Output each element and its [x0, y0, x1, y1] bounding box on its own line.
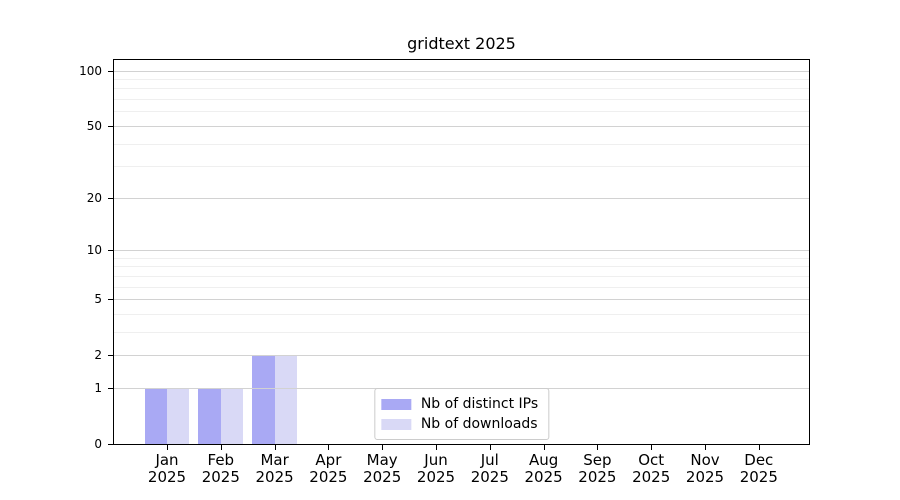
x-tick-label-oct-2025: Oct 2025	[632, 452, 670, 486]
legend-label: Nb of distinct IPs	[420, 396, 539, 412]
x-tick-mark-jul	[489, 445, 491, 450]
y-tick-mark-20	[108, 197, 114, 199]
x-tick-mark-apr	[328, 445, 330, 450]
chart-title: gridtext 2025	[407, 34, 516, 53]
gridline-major-2	[114, 355, 809, 357]
y-tick-mark-0	[108, 444, 114, 445]
x-tick-year: 2025	[201, 468, 240, 486]
y-tick-mark-5	[108, 299, 114, 300]
x-tick-month: Jan	[155, 451, 179, 469]
plot-area: Nb of distinct IPs Nb of downloads 100 50 2…	[79, 59, 810, 486]
x-tick-mark-sep	[597, 445, 599, 450]
x-tick-label-nov-2025: Nov 2025	[686, 452, 724, 486]
x-tick-mark-oct	[651, 445, 653, 450]
y-tick-label-50: 50	[86, 118, 102, 133]
x-tick-label-jun-2025: Jun 2025	[417, 452, 455, 486]
y-tick-mark-50	[108, 125, 114, 127]
x-tick-label-aug-2025: Aug 2025	[525, 452, 563, 486]
legend-item-nb-of-downloads: Nb of downloads	[380, 416, 538, 432]
y-tick-mark-10	[108, 249, 114, 251]
x-tick-mark-feb	[220, 445, 222, 450]
x-tick-label-dec-2025: Dec 2025	[740, 452, 778, 486]
gridline-minor-6	[114, 286, 809, 288]
bar-nb-of-distinct-ips-jan-2025	[144, 387, 167, 444]
bar-nb-of-downloads-feb-2025	[220, 387, 244, 444]
y-tick-mark-1	[108, 387, 114, 389]
gridline-major-20	[114, 197, 809, 199]
x-tick-year: 2025	[739, 468, 778, 486]
x-tick-mark-jun	[436, 445, 437, 450]
x-tick-year: 2025	[255, 468, 294, 486]
gridline-minor-9	[114, 257, 809, 259]
x-tick-month: Dec	[744, 451, 774, 469]
gridline-major-50	[114, 125, 809, 127]
x-tick-label-jul-2025: Jul 2025	[471, 452, 509, 486]
x-tick-month: Sep	[583, 451, 612, 469]
x-tick-mark-jan	[167, 445, 168, 450]
gridline-major-10	[114, 249, 809, 251]
legend-label: Nb of downloads	[420, 416, 538, 432]
gridline-minor-70	[114, 99, 809, 100]
y-tick-mark-2	[108, 355, 114, 357]
x-tick-month: Nov	[690, 451, 720, 469]
x-tick-label-may-2025: May 2025	[363, 452, 401, 486]
x-tick-month: Jun	[424, 451, 448, 469]
legend-item-nb-of-distinct-ips: Nb of distinct IPs	[380, 396, 539, 412]
bar-nb-of-downloads-mar-2025	[274, 355, 297, 444]
x-tick-year: 2025	[578, 468, 617, 486]
legend-swatch-nb-of-distinct-ips	[380, 398, 411, 410]
y-tick-mark-100	[108, 70, 114, 72]
x-tick-month: Feb	[207, 451, 235, 469]
x-tick-mark-dec	[758, 445, 760, 450]
x-tick-year: 2025	[632, 468, 671, 486]
gridline-major-100	[114, 70, 809, 72]
x-tick-month: Aug	[528, 451, 559, 469]
x-tick-month: Apr	[315, 451, 342, 469]
x-tick-year: 2025	[685, 468, 725, 486]
gridline-minor-60	[114, 111, 809, 113]
x-tick-month: Mar	[260, 451, 289, 469]
bar-nb-of-distinct-ips-mar-2025	[252, 355, 275, 444]
gridline-major-5	[114, 299, 809, 300]
gridline-minor-7	[114, 275, 809, 277]
bar-nb-of-distinct-ips-feb-2025	[198, 387, 221, 444]
y-tick-label-5: 5	[94, 292, 102, 306]
gridline-minor-80	[114, 88, 809, 90]
x-tick-year: 2025	[524, 468, 563, 486]
y-tick-label-100: 100	[79, 63, 102, 78]
gridline-minor-3	[114, 331, 809, 333]
x-tick-label-sep-2025: Sep 2025	[578, 452, 616, 486]
x-tick-label-apr-2025: Apr 2025	[309, 452, 347, 486]
y-tick-label-10: 10	[86, 242, 102, 257]
x-tick-month: Jul	[480, 451, 499, 469]
gridline-minor-90	[114, 78, 809, 80]
legend-swatch-nb-of-downloads	[380, 418, 411, 430]
gridline-minor-30	[114, 166, 809, 168]
x-tick-year: 2025	[416, 468, 456, 486]
x-tick-label-jan-2025: Jan 2025	[148, 452, 186, 486]
x-tick-year: 2025	[470, 468, 509, 486]
y-tick-label-20: 20	[86, 190, 102, 205]
x-tick-mark-aug	[543, 445, 545, 450]
x-tick-month: Oct	[638, 451, 665, 469]
bar-nb-of-downloads-jan-2025	[167, 387, 190, 444]
gridline-minor-4	[114, 313, 809, 315]
x-tick-month: May	[366, 451, 398, 469]
y-tick-label-0: 0	[94, 437, 102, 451]
x-tick-year: 2025	[309, 468, 348, 486]
x-tick-mark-nov	[705, 445, 706, 450]
gridline-minor-8	[114, 266, 809, 268]
legend: Nb of distinct IPs Nb of downloads	[373, 388, 550, 440]
x-tick-label-mar-2025: Mar 2025	[256, 452, 294, 486]
x-tick-year: 2025	[147, 468, 187, 486]
gridline-minor-40	[114, 143, 809, 145]
x-tick-mark-mar	[274, 445, 276, 450]
x-tick-year: 2025	[363, 468, 402, 486]
y-tick-label-1: 1	[94, 380, 102, 395]
x-tick-label-feb-2025: Feb 2025	[202, 452, 240, 486]
y-tick-label-2: 2	[94, 348, 102, 363]
x-tick-mark-may	[382, 445, 384, 450]
